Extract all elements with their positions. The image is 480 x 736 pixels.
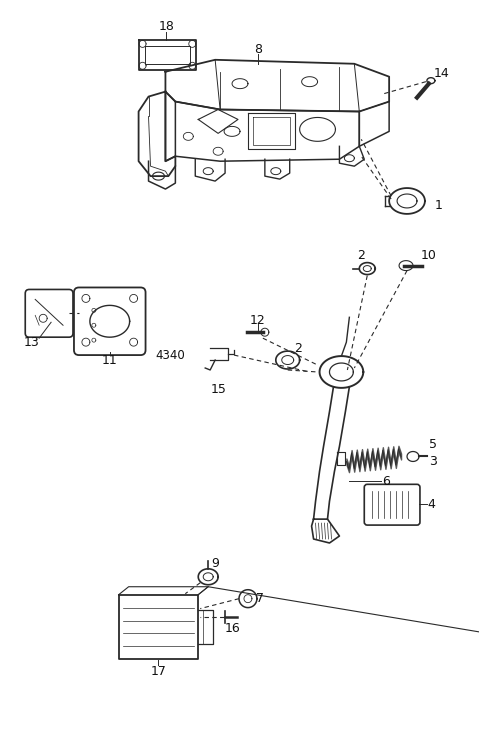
Text: 5: 5: [429, 438, 437, 451]
Text: 11: 11: [102, 353, 118, 367]
Text: 13: 13: [24, 336, 39, 349]
Text: 12: 12: [250, 314, 266, 327]
Text: 14: 14: [434, 67, 450, 80]
Text: 15: 15: [210, 383, 226, 397]
Text: 4340: 4340: [156, 349, 185, 361]
Text: 2: 2: [357, 250, 365, 262]
Text: 10: 10: [421, 250, 437, 262]
Text: 16: 16: [225, 622, 241, 635]
Text: 8: 8: [254, 43, 262, 57]
Text: 18: 18: [158, 21, 174, 33]
Text: 7: 7: [256, 592, 264, 605]
Text: 6: 6: [382, 475, 390, 488]
Text: 9: 9: [211, 557, 219, 570]
Text: 17: 17: [151, 665, 167, 678]
Text: 3: 3: [429, 455, 437, 468]
Text: 2: 2: [294, 342, 301, 355]
Text: 1: 1: [435, 199, 443, 213]
Text: 4: 4: [427, 498, 435, 511]
